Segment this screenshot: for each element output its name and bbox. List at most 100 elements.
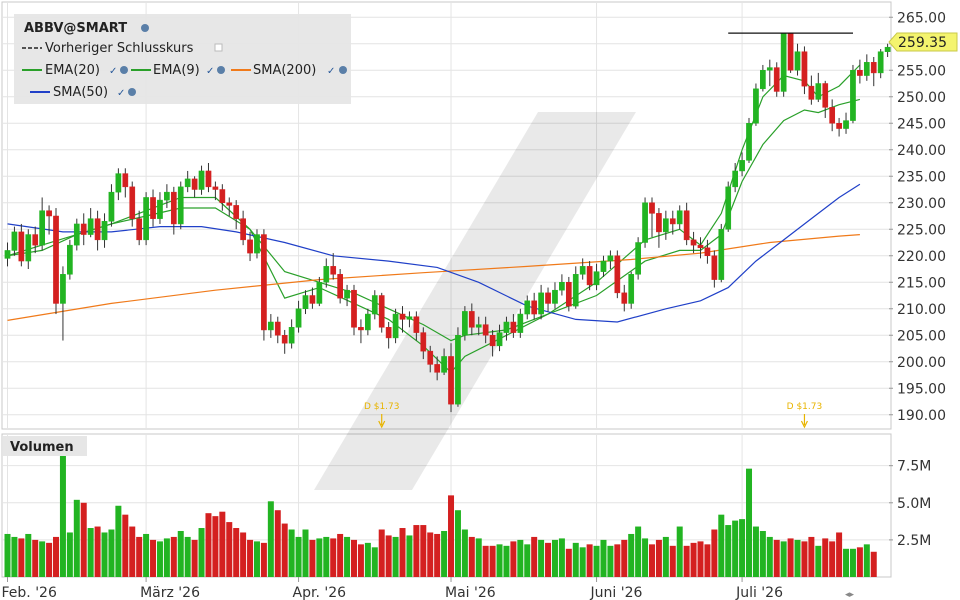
volume-bar xyxy=(489,545,496,577)
candle-body xyxy=(413,316,420,333)
candle-body xyxy=(157,199,163,219)
candle-body xyxy=(766,67,773,71)
candle-body xyxy=(552,289,558,304)
sma50-settings-icon[interactable] xyxy=(128,88,136,96)
candle-body xyxy=(392,313,399,339)
candle-body xyxy=(524,300,531,315)
volume-bar xyxy=(558,538,565,577)
volume-bar xyxy=(73,499,80,577)
volume-bar xyxy=(385,535,392,577)
volume-bar xyxy=(531,536,538,577)
volume-bar xyxy=(351,539,357,577)
price-tick-label: 245.00 xyxy=(897,116,946,132)
volume-bar xyxy=(219,511,226,577)
candle-body xyxy=(295,308,302,328)
candle-body xyxy=(385,327,392,339)
candle-body xyxy=(753,88,759,124)
candle-body xyxy=(184,178,191,188)
candle-body xyxy=(281,335,288,344)
volume-bar xyxy=(170,536,177,577)
volume-bar xyxy=(136,536,143,577)
volume-bar xyxy=(80,502,87,577)
candle-body xyxy=(316,282,323,304)
volume-bar xyxy=(295,536,302,577)
scroll-right-icon[interactable]: ◂▸ xyxy=(845,590,855,600)
volume-bar xyxy=(538,539,545,577)
candle-body xyxy=(302,295,309,309)
ema9-check-icon[interactable]: ✓ xyxy=(206,66,214,77)
volume-bar xyxy=(739,519,746,577)
sma200-check-icon[interactable]: ✓ xyxy=(327,66,335,77)
legend-sma200: SMA(200) xyxy=(253,63,316,78)
volume-bar xyxy=(752,526,759,577)
candle-body xyxy=(683,210,690,241)
candle-body xyxy=(11,231,18,251)
candle-body xyxy=(240,218,246,241)
candle-body xyxy=(538,292,544,315)
candle-body xyxy=(586,266,593,286)
sma200-settings-icon[interactable] xyxy=(339,66,347,74)
candle-body xyxy=(489,335,496,347)
volume-tick-label: 5.0M xyxy=(897,496,931,512)
dividend-label: D $1.73 xyxy=(364,402,400,412)
candle-body xyxy=(746,123,752,161)
time-tick-label: Juni '26 xyxy=(590,585,643,600)
volume-bar xyxy=(247,539,254,577)
time-tick-label: Feb. '26 xyxy=(2,585,57,600)
candle-body xyxy=(468,311,475,328)
legend-sma50: SMA(50) xyxy=(53,85,108,100)
volume-bar xyxy=(53,536,60,577)
candle-body xyxy=(164,191,170,201)
candle-body xyxy=(850,70,856,121)
candle-body xyxy=(351,289,357,328)
candle-body xyxy=(261,234,267,331)
candle-body xyxy=(129,186,136,219)
candle-body xyxy=(822,83,829,108)
volume-bar xyxy=(420,525,427,577)
sma50-check-icon[interactable]: ✓ xyxy=(117,88,125,99)
volume-bar xyxy=(468,536,475,577)
volume-bar xyxy=(655,539,662,577)
candle-body xyxy=(18,231,25,262)
volume-bar xyxy=(697,541,704,577)
candle-body xyxy=(676,210,683,225)
volume-bar xyxy=(233,528,240,577)
volume-bar xyxy=(614,544,621,577)
volume-bar xyxy=(870,551,877,577)
candle-body xyxy=(760,70,766,90)
volume-bar xyxy=(25,533,32,577)
candle-body xyxy=(205,170,212,188)
volume-bar xyxy=(690,542,697,577)
dividend-arrow xyxy=(800,414,808,429)
volume-bar xyxy=(309,539,316,577)
candle-body xyxy=(843,120,849,129)
ema9-settings-icon[interactable] xyxy=(217,66,225,74)
volume-bar xyxy=(267,501,274,577)
ema9-line xyxy=(7,64,861,374)
volume-tick-label: 7.5M xyxy=(897,459,931,475)
volume-bars xyxy=(4,446,877,577)
volume-bar xyxy=(669,545,676,577)
volume-bar xyxy=(836,532,843,577)
candle-body xyxy=(274,321,281,336)
volume-bar xyxy=(344,536,351,577)
prev-close-toggle-icon[interactable] xyxy=(214,43,223,52)
volume-bar xyxy=(32,539,39,577)
volume-bar xyxy=(829,541,836,577)
volume-bar xyxy=(662,536,669,577)
candle-body xyxy=(330,266,337,275)
ema20-check-icon[interactable]: ✓ xyxy=(109,66,117,77)
candle-body xyxy=(510,321,517,333)
volume-bar xyxy=(392,536,399,577)
candle-body xyxy=(150,197,156,219)
sma200-line xyxy=(7,234,860,321)
symbol-menu-icon[interactable] xyxy=(141,24,149,32)
candle-body xyxy=(462,311,468,336)
ema20-settings-icon[interactable] xyxy=(120,66,128,74)
candle-body xyxy=(531,300,538,315)
candle-body xyxy=(690,239,697,246)
last-price-value: 259.35 xyxy=(898,35,947,51)
candle-body xyxy=(344,289,350,299)
volume-bar xyxy=(87,528,94,577)
